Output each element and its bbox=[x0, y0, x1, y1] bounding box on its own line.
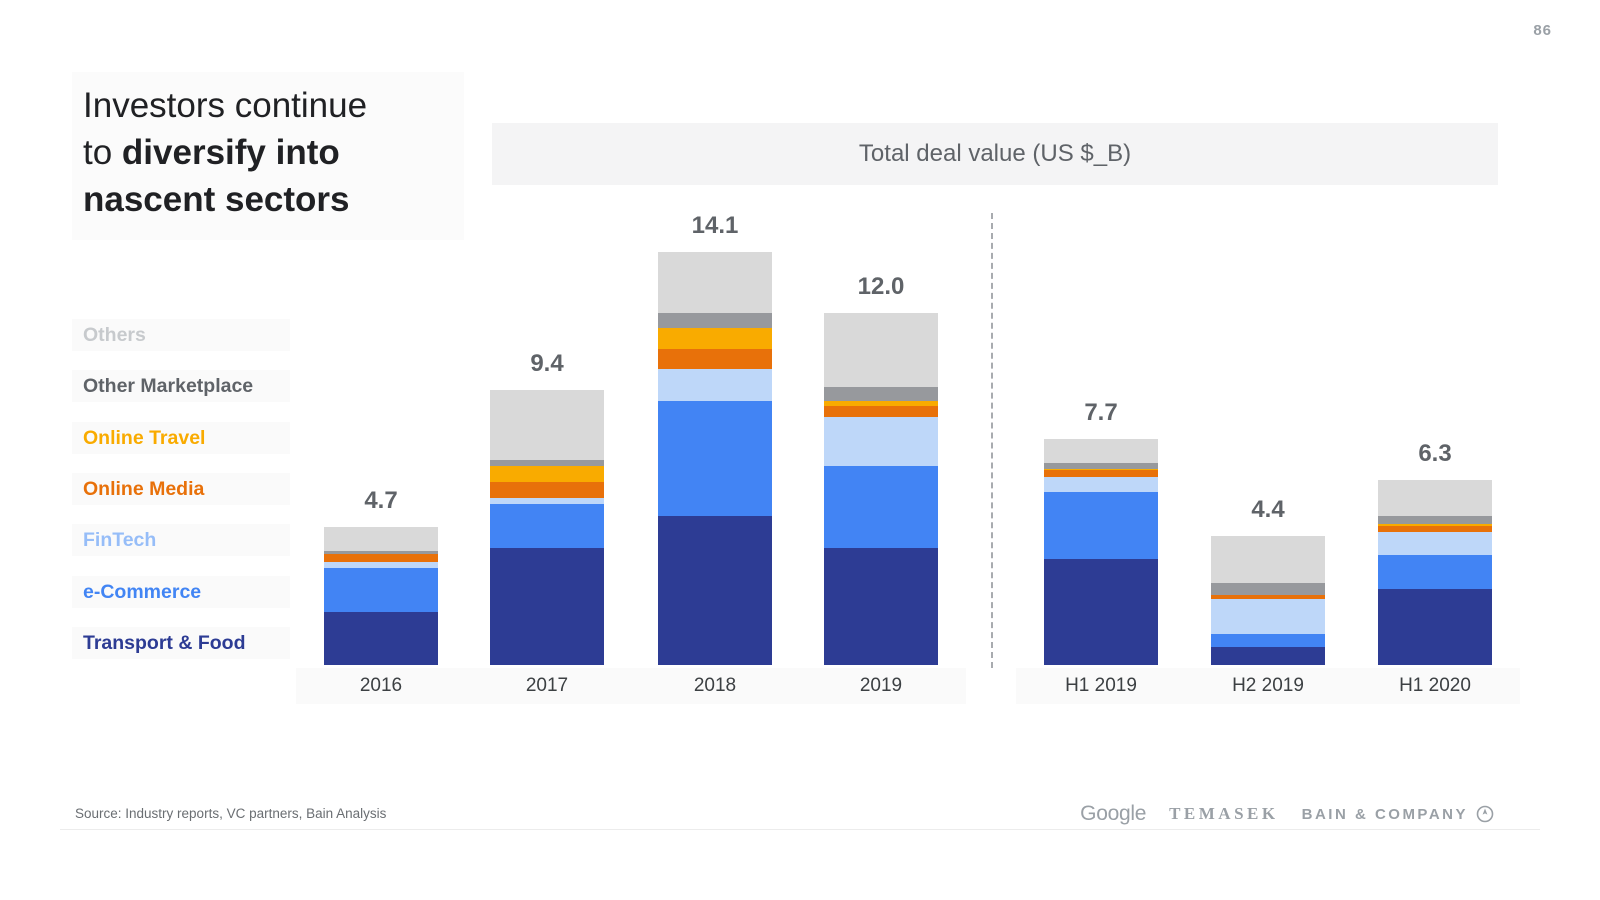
title-line1: Investors continue bbox=[83, 86, 368, 125]
bar-total-label-h1-2019: 7.7 bbox=[1084, 399, 1118, 427]
bar-column-2019 bbox=[824, 313, 938, 665]
category-label-2019: 2019 bbox=[796, 668, 966, 704]
bar-segment-2016-online-media bbox=[324, 553, 438, 563]
title-line2-bold: diversify into bbox=[121, 133, 340, 172]
bar-segment-2018-other-marketplace bbox=[658, 313, 772, 329]
bar-segment-2019-online-travel bbox=[824, 401, 938, 406]
legend-item-other-marketplace: Other Marketplace bbox=[72, 370, 290, 403]
bar-column-2017 bbox=[490, 389, 604, 665]
bar-segment-h1-2019-fintech bbox=[1044, 477, 1158, 493]
bar-segment-h1-2020-transport-food bbox=[1378, 588, 1492, 665]
legend-item-online-travel: Online Travel bbox=[72, 421, 290, 454]
bar-total-label-2018: 14.1 bbox=[691, 211, 739, 239]
category-label-2016: 2016 bbox=[296, 668, 466, 704]
bar-segment-h1-2019-transport-food bbox=[1044, 559, 1158, 665]
bar-segment-2017-fintech bbox=[490, 497, 604, 504]
bar-column-h2-2019 bbox=[1211, 536, 1325, 665]
bain-logo-text: BAIN & COMPANY bbox=[1301, 805, 1468, 823]
bar-column-h1-2020 bbox=[1378, 480, 1492, 665]
bar-segment-h2-2019-fintech bbox=[1211, 599, 1325, 635]
slide-title: Investors continue to diversify into nas… bbox=[72, 72, 464, 240]
category-label-h1-2020: H1 2020 bbox=[1350, 668, 1520, 704]
chart-title: Total deal value (US $_B) bbox=[492, 123, 1498, 185]
category-label-h1-2019: H1 2019 bbox=[1016, 668, 1186, 704]
bar-segment-h1-2020-other-marketplace bbox=[1378, 515, 1492, 525]
bar-segment-2019-others bbox=[824, 313, 938, 387]
legend-item-others: Others bbox=[72, 319, 290, 351]
bar-column-2018 bbox=[658, 251, 772, 665]
bar-segment-2016-e-commerce bbox=[324, 568, 438, 613]
bar-segment-h1-2020-online-media bbox=[1378, 525, 1492, 532]
bar-segment-h1-2020-others bbox=[1378, 480, 1492, 516]
bar-segment-2016-other-marketplace bbox=[324, 550, 438, 554]
bar-segment-h1-2019-other-marketplace bbox=[1044, 462, 1158, 469]
bar-segment-2018-online-media bbox=[658, 348, 772, 370]
bar-segment-h1-2020-fintech bbox=[1378, 531, 1492, 556]
bar-segment-2018-e-commerce bbox=[658, 401, 772, 516]
bain-company-logo: BAIN & COMPANY bbox=[1302, 805, 1494, 823]
bar-segment-h1-2020-e-commerce bbox=[1378, 555, 1492, 589]
bar-segment-h2-2019-online-media bbox=[1211, 594, 1325, 600]
bar-total-label-2019: 12.0 bbox=[857, 273, 905, 301]
bar-segment-2018-others bbox=[658, 251, 772, 314]
temasek-logo: TEMASEK bbox=[1169, 804, 1279, 823]
title-line2-prefix: to bbox=[83, 133, 122, 172]
bar-total-label-2016: 4.7 bbox=[364, 487, 398, 515]
period-divider-line bbox=[991, 213, 993, 668]
bar-segment-h1-2020-online-travel bbox=[1378, 524, 1492, 526]
bar-segment-h1-2019-online-travel bbox=[1044, 468, 1158, 471]
bar-total-label-h2-2019: 4.4 bbox=[1251, 496, 1285, 524]
bar-segment-h2-2019-transport-food bbox=[1211, 647, 1325, 665]
page-number: 86 bbox=[1533, 22, 1552, 39]
bar-segment-h2-2019-other-marketplace bbox=[1211, 582, 1325, 595]
title-line3-bold: nascent sectors bbox=[83, 180, 350, 219]
bar-total-label-h1-2020: 6.3 bbox=[1418, 440, 1452, 468]
bar-column-2016 bbox=[324, 527, 438, 665]
bar-segment-h1-2019-online-media bbox=[1044, 470, 1158, 478]
category-label-2018: 2018 bbox=[630, 668, 800, 704]
bar-segment-2017-other-marketplace bbox=[490, 459, 604, 466]
bar-segment-2019-e-commerce bbox=[824, 465, 938, 548]
bar-segment-2017-transport-food bbox=[490, 547, 604, 665]
bar-segment-h2-2019-e-commerce bbox=[1211, 634, 1325, 648]
bar-column-h1-2019 bbox=[1044, 439, 1158, 665]
bar-segment-h2-2019-others bbox=[1211, 536, 1325, 583]
bar-segment-2019-other-marketplace bbox=[824, 386, 938, 402]
bar-segment-2019-fintech bbox=[824, 417, 938, 466]
bar-segment-2017-others bbox=[490, 389, 604, 460]
legend-item-transport-food: Transport & Food bbox=[72, 626, 290, 659]
bar-segment-2019-online-media bbox=[824, 405, 938, 418]
bar-segment-h1-2019-e-commerce bbox=[1044, 492, 1158, 560]
bar-segment-2016-fintech bbox=[324, 562, 438, 569]
brand-logos: Google TEMASEK BAIN & COMPANY bbox=[1080, 799, 1494, 829]
bar-segment-2017-e-commerce bbox=[490, 503, 604, 548]
bain-emblem-icon bbox=[1476, 805, 1494, 823]
legend-item-e-commerce: e-Commerce bbox=[72, 575, 290, 608]
bar-segment-2017-online-travel bbox=[490, 465, 604, 482]
bar-segment-2018-online-travel bbox=[658, 328, 772, 349]
bar-segment-2016-others bbox=[324, 527, 438, 551]
bar-segment-2018-fintech bbox=[658, 369, 772, 402]
bar-total-label-2017: 9.4 bbox=[530, 349, 564, 377]
source-note: Source: Industry reports, VC partners, B… bbox=[75, 806, 387, 821]
bar-segment-2017-online-media bbox=[490, 481, 604, 498]
category-label-h2-2019: H2 2019 bbox=[1183, 668, 1353, 704]
legend-item-online-media: Online Media bbox=[72, 472, 290, 505]
category-label-2017: 2017 bbox=[462, 668, 632, 704]
bar-segment-2019-transport-food bbox=[824, 547, 938, 665]
footer-divider bbox=[60, 829, 1540, 830]
google-logo: Google bbox=[1080, 802, 1147, 825]
bar-segment-h1-2019-others bbox=[1044, 439, 1158, 463]
legend-item-fintech: FinTech bbox=[72, 524, 290, 557]
bar-segment-2018-transport-food bbox=[658, 515, 772, 665]
bar-segment-2016-transport-food bbox=[324, 612, 438, 665]
